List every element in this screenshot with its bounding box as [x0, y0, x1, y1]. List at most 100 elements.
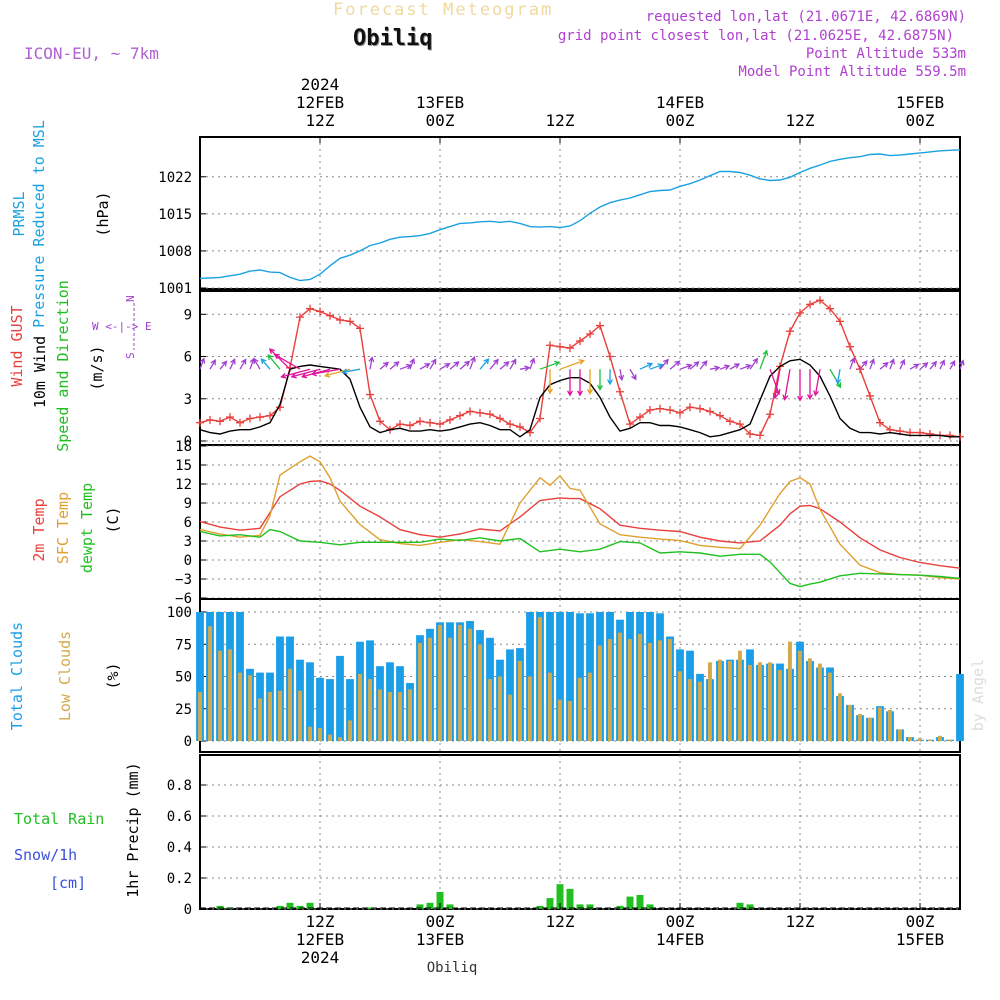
pressure-ylabel-1: PRMSL	[10, 191, 28, 236]
gust-line	[199, 299, 961, 438]
bottom-time-label: 15FEB	[896, 930, 944, 949]
low-cloud-bar	[198, 692, 202, 741]
y-tick-label: 15	[175, 458, 192, 474]
low-cloud-bar	[788, 641, 792, 741]
wind-arrow	[273, 353, 301, 370]
y-tick-label: 9	[184, 307, 192, 323]
gust-marker	[616, 387, 624, 396]
low-cloud-bar	[248, 675, 252, 741]
gust-marker	[946, 431, 954, 440]
low-cloud-bar	[468, 628, 472, 741]
wind-arrow	[679, 363, 693, 370]
low-cloud-bar	[408, 689, 412, 741]
low-cloud-bar	[228, 649, 232, 741]
top-time-label: 12Z	[546, 111, 575, 130]
cloud-ylabel-0: Total Clouds	[8, 622, 26, 730]
low-cloud-bar	[218, 650, 222, 741]
low-cloud-bar	[608, 639, 612, 741]
low-cloud-bar	[508, 694, 512, 741]
gust-marker	[536, 414, 544, 423]
rain-bar	[626, 896, 634, 909]
total-cloud-bar	[316, 677, 324, 741]
panel-pressure: 1001 1008 1015 1022	[158, 136, 961, 297]
wind-arrow	[772, 369, 781, 400]
low-cloud-bar	[598, 645, 602, 741]
low-cloud-bar	[418, 643, 422, 741]
low-cloud-bar	[358, 673, 362, 741]
low-cloud-bar	[538, 617, 542, 741]
low-cloud-bar	[728, 661, 732, 741]
wind-unit: (m/s)	[88, 345, 106, 390]
total-cloud-bar	[956, 673, 964, 741]
y-tick-label: 0.2	[167, 871, 192, 887]
wind-ylabel: Wind GUST	[8, 305, 26, 386]
wind-arrow	[859, 360, 868, 370]
low-cloud-bar	[708, 662, 712, 741]
wind-arrow	[597, 369, 603, 391]
low-cloud-bar	[948, 739, 952, 741]
temp-ylabel: SFC Temp	[54, 492, 72, 564]
y-tick-label: 0.6	[167, 809, 192, 825]
low-cloud-bar	[678, 671, 682, 741]
compass-we: W <-|-> E	[92, 320, 152, 333]
wind-arrow	[280, 368, 311, 379]
footer-location: Obiliq	[427, 960, 478, 976]
gust-marker	[226, 413, 234, 422]
low-cloud-bar	[278, 690, 282, 741]
gust-marker	[676, 408, 684, 417]
wind-arrow	[797, 369, 803, 402]
wind-arrow	[889, 358, 895, 370]
gust-marker	[486, 410, 494, 419]
top-time-label: 12Z	[306, 111, 335, 130]
bottom-time-label: 13FEB	[416, 930, 464, 949]
y-tick-label: 6	[184, 350, 192, 366]
y-tick-label: 0.8	[167, 778, 192, 794]
low-cloud-bar	[928, 739, 932, 741]
pressure-line	[199, 149, 961, 282]
gust-marker	[346, 317, 354, 326]
wind-arrow	[239, 358, 247, 370]
top-time-label: 13FEB	[416, 93, 464, 112]
low-cloud-bar	[428, 637, 432, 741]
wind-arrow	[479, 358, 490, 370]
wind-arrow	[958, 359, 965, 370]
wind-arrow	[629, 368, 637, 381]
sfc-temp-line	[199, 455, 961, 580]
wind-arrow	[489, 358, 499, 370]
rain-bar	[616, 905, 624, 909]
wind-arrow	[699, 360, 708, 370]
low-cloud-bar	[798, 650, 802, 741]
low-cloud-bar	[328, 734, 332, 741]
y-tick-label: 75	[175, 637, 192, 653]
gust-marker	[506, 420, 514, 429]
gust-marker	[766, 410, 774, 419]
wind-arrow	[260, 358, 271, 370]
low-cloud-bar	[828, 672, 832, 741]
requested-point: requested lon,lat (21.0671E, 42.6869N)	[645, 9, 966, 25]
wind-arrow	[829, 368, 842, 389]
wind-arrow	[290, 368, 321, 379]
temp-ylabel: 2m Temp	[30, 498, 48, 561]
cloud-ylabel: Low Clouds	[56, 631, 74, 721]
gust-marker	[296, 313, 304, 322]
low-cloud-bar	[528, 676, 532, 741]
rain-bar	[416, 904, 424, 909]
rain-bar	[546, 898, 554, 909]
wind-arrow	[879, 361, 889, 370]
wind-arrow	[459, 360, 471, 370]
gust-marker	[746, 429, 754, 438]
wind-arrow	[429, 358, 437, 370]
low-cloud-bar	[838, 693, 842, 741]
low-cloud-bar	[288, 668, 292, 741]
model-point-altitude: Model Point Altitude 559.5m	[738, 64, 966, 80]
wind-arrow	[919, 362, 929, 370]
low-cloud-bar	[888, 710, 892, 741]
low-cloud-bar	[238, 672, 242, 741]
gust-marker	[696, 404, 704, 413]
gust-marker	[666, 406, 674, 415]
wind-arrow	[341, 368, 361, 375]
low-cloud-bar	[368, 679, 372, 741]
wind-arrow	[368, 356, 375, 370]
gust-marker	[826, 304, 834, 313]
